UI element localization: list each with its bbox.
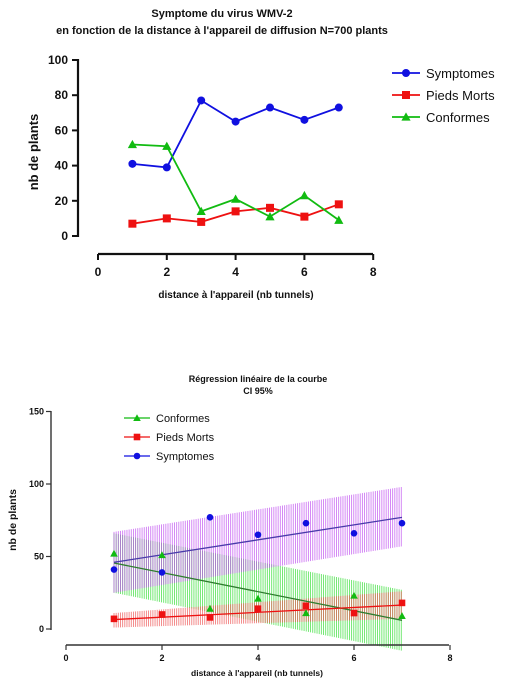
chart1-line-symptomes <box>132 99 340 169</box>
chart2-y-tick-label: 50 <box>34 552 44 562</box>
chart1-point-conformes <box>162 141 172 150</box>
chart2-point-conformes <box>302 609 310 617</box>
chart2-point-conformes <box>254 594 262 602</box>
chart1-point-conformes <box>334 215 344 224</box>
chart1-point-pieds-morts <box>334 200 343 209</box>
chart1-legend-label-conformes: Conformes <box>426 110 490 125</box>
chart1-point-symptomes <box>334 103 343 112</box>
chart1-point-pieds-morts <box>300 212 309 221</box>
chart1-point-pieds-morts <box>197 217 206 226</box>
chart1-y-tick-label: 0 <box>61 229 68 243</box>
chart1-point-conformes <box>231 194 241 203</box>
chart2-legend-marker-symptomes <box>133 452 141 460</box>
chart1-point-pieds-morts <box>128 219 137 228</box>
chart2-point-symptomes <box>398 519 406 527</box>
chart2-legend-label-pieds-morts: Pieds Morts <box>156 432 215 444</box>
chart1-y-tick-label: 100 <box>48 53 68 67</box>
chart2-point-conformes <box>206 604 214 612</box>
chart2-legend-marker-conformes <box>133 414 141 422</box>
chart2-y-tick-label: 0 <box>39 624 44 634</box>
chart1-y-tick-label: 40 <box>55 159 69 173</box>
chart1-legend-marker-symptomes <box>402 69 410 77</box>
chart1-point-symptomes <box>266 103 274 112</box>
chart2-point-conformes <box>158 551 166 559</box>
chart2-point-pieds-morts <box>206 614 214 621</box>
chart1-x-tick-label: 0 <box>95 265 102 279</box>
chart2-point-conformes <box>398 612 406 619</box>
chart1-x-tick-label: 2 <box>163 265 170 279</box>
chart2-point-pieds-morts <box>398 599 406 607</box>
chart2-point-symptomes <box>206 514 214 521</box>
chart2-point-symptomes <box>302 519 310 527</box>
chart2-legend-label-conformes: Conformes <box>156 413 210 425</box>
chart1-title: Symptome du virus WMV-2 <box>151 8 292 20</box>
chart1-point-pieds-morts <box>266 203 274 212</box>
chart1-point-symptomes <box>231 117 240 126</box>
chart1-point-pieds-morts <box>231 207 240 216</box>
chart1-legend-label-pieds-morts: Pieds Morts <box>426 88 495 103</box>
chart1-point-conformes <box>265 212 275 221</box>
chart2-point-symptomes <box>158 569 166 576</box>
chart2-point-pieds-morts <box>254 605 262 612</box>
chart1-x-tick-label: 8 <box>370 265 377 279</box>
chart2-x-tick-label: 6 <box>351 653 356 663</box>
chart2-subtitle: CI 95% <box>243 386 273 396</box>
chart1-point-conformes <box>127 139 137 149</box>
chart2-legend-marker-pieds-morts <box>133 433 141 441</box>
chart2-x-tick-label: 8 <box>447 653 452 663</box>
chart2-title: Régression linéaire de la courbe <box>189 374 328 384</box>
chart2-point-symptomes <box>254 531 262 539</box>
chart1-point-symptomes <box>128 159 137 168</box>
chart2-point-conformes <box>350 591 358 599</box>
chart2-point-pieds-morts <box>158 611 166 618</box>
chart-symptoms-vs-distance: Symptome du virus WMV-2 en fonction de l… <box>26 8 495 301</box>
chart2-y-tick-label: 150 <box>29 407 44 417</box>
chart1-point-symptomes <box>162 163 171 172</box>
chart1-point-pieds-morts <box>162 214 171 223</box>
chart-linear-regression: Régression linéaire de la courbe CI 95% … <box>7 374 453 678</box>
chart1-point-symptomes <box>197 96 206 105</box>
chart1-point-conformes <box>299 190 309 200</box>
chart2-point-symptomes <box>110 566 118 573</box>
chart2-point-pieds-morts <box>302 602 310 610</box>
chart2-y-tick-label: 100 <box>29 479 44 489</box>
chart2-point-symptomes <box>350 530 358 537</box>
chart1-legend-marker-pieds-morts <box>402 91 410 99</box>
chart1-x-tick-label: 4 <box>232 265 239 279</box>
chart1-x-axis-label: distance à l'appareil (nb tunnels) <box>158 290 313 301</box>
chart1-y-tick-label: 60 <box>55 123 69 137</box>
chart1-y-axis-label: nb de plants <box>26 114 41 191</box>
chart2-point-conformes <box>110 549 118 557</box>
chart1-point-conformes <box>196 206 206 216</box>
chart1-legend-marker-conformes <box>401 112 411 121</box>
chart2-x-tick-label: 0 <box>63 653 68 663</box>
chart1-point-symptomes <box>300 115 309 124</box>
chart1-subtitle: en fonction de la distance à l'appareil … <box>56 25 388 37</box>
chart2-legend-label-symptomes: Symptomes <box>156 451 215 463</box>
chart2-x-tick-label: 4 <box>255 653 260 663</box>
chart1-y-tick-label: 80 <box>55 88 69 102</box>
chart1-legend-label-symptomes: Symptomes <box>426 66 495 81</box>
chart2-y-axis-label: nb de plants <box>7 489 19 551</box>
chart1-y-tick-label: 20 <box>55 194 69 208</box>
chart1-x-tick-label: 6 <box>301 265 308 279</box>
chart2-x-tick-label: 2 <box>159 653 164 663</box>
chart2-point-pieds-morts <box>350 609 358 617</box>
chart2-point-pieds-morts <box>110 615 118 623</box>
chart2-x-axis-label: distance à l'appareil (nb tunnels) <box>191 668 323 678</box>
